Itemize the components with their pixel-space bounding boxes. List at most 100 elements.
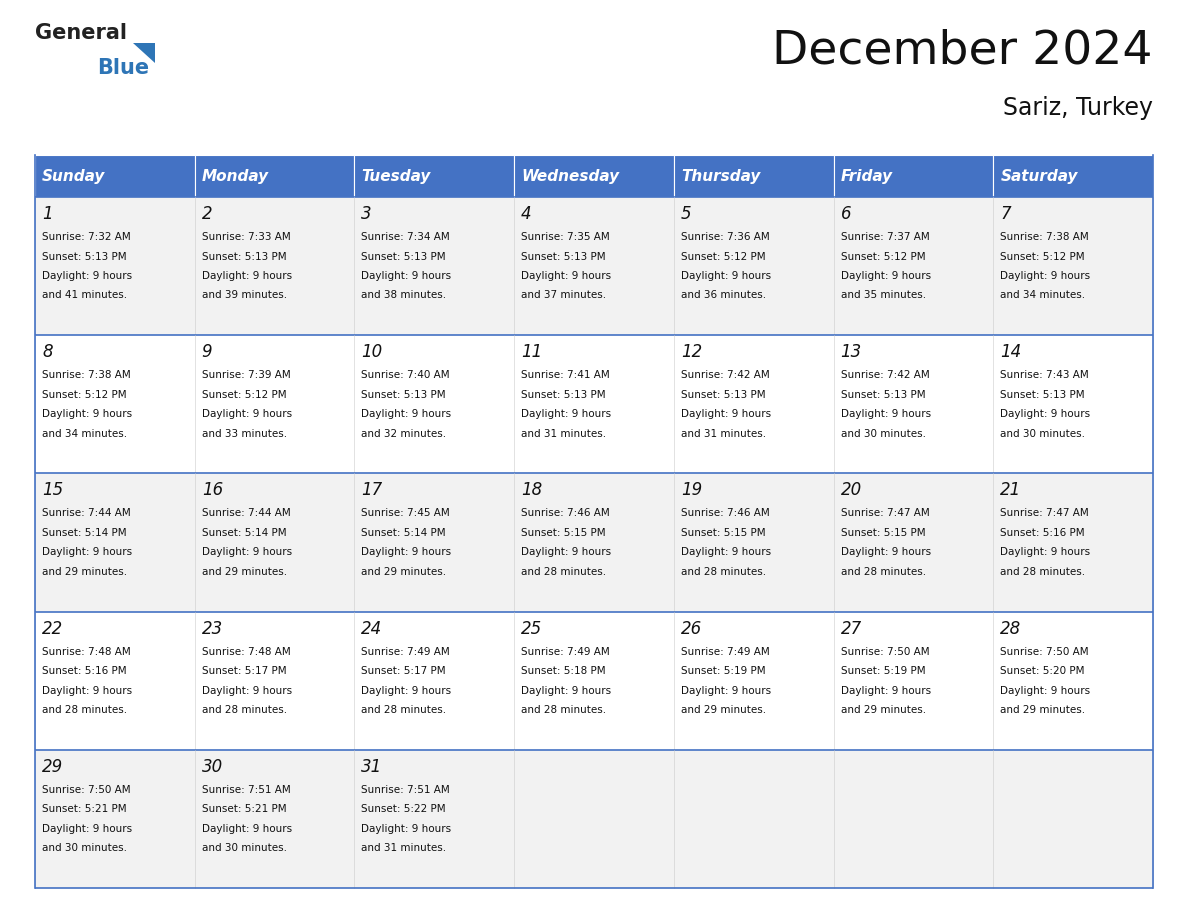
Bar [195, 611, 354, 750]
Bar [674, 750, 834, 888]
Text: 22: 22 [42, 620, 63, 638]
Text: Sunset: 5:21 PM: Sunset: 5:21 PM [202, 804, 286, 814]
Text: 27: 27 [841, 620, 861, 638]
Text: Tuesday: Tuesday [361, 169, 431, 184]
Text: Friday: Friday [841, 169, 892, 184]
Bar [834, 155, 993, 197]
Text: and 30 minutes.: and 30 minutes. [841, 429, 925, 439]
Bar [34, 197, 195, 335]
Text: 21: 21 [1000, 481, 1022, 499]
Text: Daylight: 9 hours: Daylight: 9 hours [522, 409, 612, 420]
Bar [674, 155, 834, 197]
Bar [514, 474, 674, 611]
Text: Sunset: 5:17 PM: Sunset: 5:17 PM [361, 666, 446, 676]
Text: 19: 19 [681, 481, 702, 499]
Text: Sunrise: 7:35 AM: Sunrise: 7:35 AM [522, 232, 609, 242]
Text: Sunrise: 7:50 AM: Sunrise: 7:50 AM [1000, 646, 1089, 656]
Text: and 28 minutes.: and 28 minutes. [42, 705, 127, 715]
Text: General: General [34, 23, 127, 43]
Text: Sunrise: 7:49 AM: Sunrise: 7:49 AM [361, 646, 450, 656]
Text: Sunset: 5:13 PM: Sunset: 5:13 PM [522, 390, 606, 399]
Text: Daylight: 9 hours: Daylight: 9 hours [42, 547, 132, 557]
Text: Daylight: 9 hours: Daylight: 9 hours [361, 271, 451, 281]
Text: Sunset: 5:16 PM: Sunset: 5:16 PM [1000, 528, 1085, 538]
Text: 29: 29 [42, 757, 63, 776]
Bar [834, 335, 993, 474]
Text: Sunset: 5:13 PM: Sunset: 5:13 PM [361, 390, 446, 399]
Bar [514, 611, 674, 750]
Text: Sunset: 5:12 PM: Sunset: 5:12 PM [841, 252, 925, 262]
Text: Daylight: 9 hours: Daylight: 9 hours [681, 409, 771, 420]
Text: Saturday: Saturday [1000, 169, 1078, 184]
Text: Sunset: 5:14 PM: Sunset: 5:14 PM [42, 528, 127, 538]
Bar [674, 197, 834, 335]
Bar [993, 611, 1154, 750]
Text: 8: 8 [42, 343, 52, 361]
Text: and 28 minutes.: and 28 minutes. [522, 567, 606, 577]
Text: and 29 minutes.: and 29 minutes. [42, 567, 127, 577]
Text: Sunrise: 7:48 AM: Sunrise: 7:48 AM [202, 646, 290, 656]
Text: Daylight: 9 hours: Daylight: 9 hours [1000, 547, 1091, 557]
Text: and 29 minutes.: and 29 minutes. [681, 705, 766, 715]
Text: Daylight: 9 hours: Daylight: 9 hours [361, 686, 451, 696]
Bar [354, 474, 514, 611]
Text: Daylight: 9 hours: Daylight: 9 hours [42, 271, 132, 281]
Text: and 28 minutes.: and 28 minutes. [202, 705, 286, 715]
Text: Daylight: 9 hours: Daylight: 9 hours [42, 409, 132, 420]
Text: and 30 minutes.: and 30 minutes. [202, 844, 286, 854]
Text: Sunset: 5:12 PM: Sunset: 5:12 PM [202, 390, 286, 399]
Text: Sunrise: 7:46 AM: Sunrise: 7:46 AM [522, 509, 609, 519]
Text: and 30 minutes.: and 30 minutes. [1000, 429, 1086, 439]
Bar [674, 474, 834, 611]
Polygon shape [133, 43, 154, 63]
Text: Sunday: Sunday [42, 169, 106, 184]
Bar [514, 335, 674, 474]
Text: 11: 11 [522, 343, 543, 361]
Text: and 28 minutes.: and 28 minutes. [361, 705, 447, 715]
Text: 3: 3 [361, 205, 372, 223]
Text: and 29 minutes.: and 29 minutes. [202, 567, 286, 577]
Text: Sunrise: 7:45 AM: Sunrise: 7:45 AM [361, 509, 450, 519]
Text: Daylight: 9 hours: Daylight: 9 hours [202, 547, 292, 557]
Bar [993, 197, 1154, 335]
Text: and 28 minutes.: and 28 minutes. [522, 705, 606, 715]
Text: Daylight: 9 hours: Daylight: 9 hours [202, 409, 292, 420]
Text: Sunrise: 7:42 AM: Sunrise: 7:42 AM [841, 370, 929, 380]
Text: 16: 16 [202, 481, 223, 499]
Text: Wednesday: Wednesday [522, 169, 619, 184]
Text: and 28 minutes.: and 28 minutes. [841, 567, 925, 577]
Text: and 32 minutes.: and 32 minutes. [361, 429, 447, 439]
Text: Sunrise: 7:44 AM: Sunrise: 7:44 AM [42, 509, 131, 519]
Text: 20: 20 [841, 481, 861, 499]
Text: and 37 minutes.: and 37 minutes. [522, 290, 606, 300]
Text: Daylight: 9 hours: Daylight: 9 hours [202, 271, 292, 281]
Text: Sunset: 5:22 PM: Sunset: 5:22 PM [361, 804, 446, 814]
Bar [354, 197, 514, 335]
Text: Sunset: 5:14 PM: Sunset: 5:14 PM [202, 528, 286, 538]
Text: Sariz, Turkey: Sariz, Turkey [1003, 96, 1154, 120]
Text: Sunset: 5:13 PM: Sunset: 5:13 PM [202, 252, 286, 262]
Text: 18: 18 [522, 481, 543, 499]
Text: Sunrise: 7:39 AM: Sunrise: 7:39 AM [202, 370, 290, 380]
Text: Sunset: 5:15 PM: Sunset: 5:15 PM [841, 528, 925, 538]
Bar [993, 750, 1154, 888]
Text: 6: 6 [841, 205, 851, 223]
Bar [354, 750, 514, 888]
Text: 1: 1 [42, 205, 52, 223]
Text: Sunrise: 7:49 AM: Sunrise: 7:49 AM [681, 646, 770, 656]
Text: Sunrise: 7:37 AM: Sunrise: 7:37 AM [841, 232, 929, 242]
Text: Daylight: 9 hours: Daylight: 9 hours [1000, 409, 1091, 420]
Text: Daylight: 9 hours: Daylight: 9 hours [202, 823, 292, 834]
Text: Sunrise: 7:32 AM: Sunrise: 7:32 AM [42, 232, 131, 242]
Text: Daylight: 9 hours: Daylight: 9 hours [361, 409, 451, 420]
Text: 7: 7 [1000, 205, 1011, 223]
Text: and 38 minutes.: and 38 minutes. [361, 290, 447, 300]
Text: Daylight: 9 hours: Daylight: 9 hours [1000, 271, 1091, 281]
Bar [34, 155, 195, 197]
Text: Sunset: 5:21 PM: Sunset: 5:21 PM [42, 804, 127, 814]
Text: 25: 25 [522, 620, 543, 638]
Text: Sunset: 5:12 PM: Sunset: 5:12 PM [681, 252, 765, 262]
Text: Daylight: 9 hours: Daylight: 9 hours [681, 271, 771, 281]
Text: and 33 minutes.: and 33 minutes. [202, 429, 286, 439]
Text: Sunset: 5:19 PM: Sunset: 5:19 PM [681, 666, 765, 676]
